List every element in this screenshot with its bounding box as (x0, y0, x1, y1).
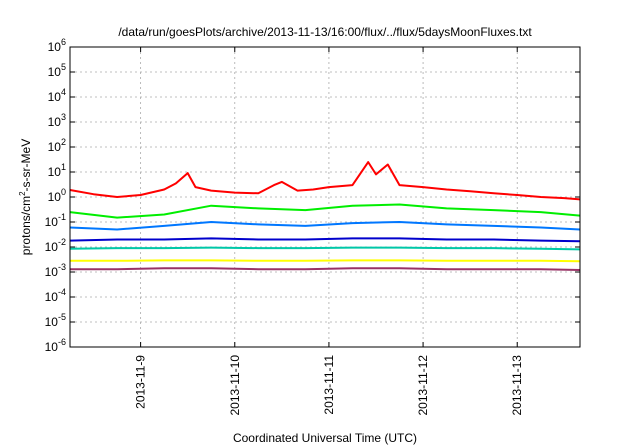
y-tick-label: 102 (48, 137, 66, 154)
series-line (69, 161, 581, 201)
y-tick-label: 10-5 (45, 312, 66, 329)
plot-frame (69, 46, 581, 348)
y-tick-label: 105 (48, 62, 66, 79)
x-tick-label: 2013-11-12 (416, 355, 430, 416)
y-tick-label: 101 (48, 162, 66, 179)
series-line (69, 246, 581, 251)
x-tick-label: 2013-11-10 (228, 355, 242, 416)
y-tick-label: 10-1 (45, 212, 66, 229)
x-tick-label: 2013-11-11 (322, 355, 336, 415)
chart-title: /data/run/goesPlots/archive/2013-11-13/1… (118, 25, 532, 39)
x-tick-label: 2013-11-9 (134, 355, 148, 409)
x-tick-label: 2013-11-13 (510, 355, 524, 416)
y-tick-label: 106 (48, 37, 66, 54)
series-line (69, 221, 581, 231)
x-axis: 2013-11-9 2013-11-10 2013-11-11 2013-11-12 2… (134, 47, 524, 416)
y-tick-label: 100 (48, 187, 66, 204)
y-tick-label: 10-2 (45, 237, 66, 254)
series-line (70, 267, 581, 271)
plot-area (69, 161, 581, 271)
y-tick-label: 10-3 (45, 262, 66, 279)
grid (70, 47, 580, 347)
series-line (69, 203, 581, 219)
y-tick-label: 10-4 (45, 287, 66, 304)
y-tick-label: 10-6 (45, 337, 66, 354)
y-tick-label: 104 (48, 87, 66, 104)
series-line (70, 259, 581, 263)
x-axis-label: Coordinated Universal Time (UTC) (233, 431, 417, 445)
y-axis-label: protons/cm2-s-sr-MeV (18, 139, 33, 255)
y-axis: 10-6 10-5 10-4 10-3 10-2 10-1 100 101 102 103 104 1… (45, 37, 580, 354)
series-line (69, 237, 581, 243)
y-tick-label: 103 (48, 112, 66, 129)
